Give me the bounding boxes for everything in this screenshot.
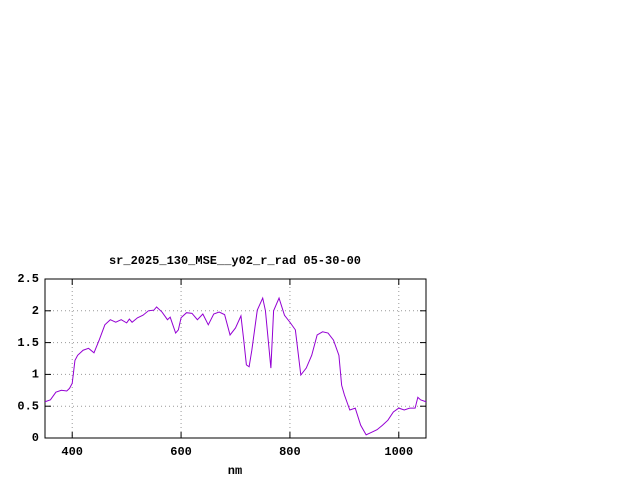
y-tick-label: 0 [32,431,39,445]
x-axis-label: nm [228,464,242,478]
plot-frame [44,278,427,439]
chart-title: sr_2025_130_MSE__y02_r_rad 05-30-00 [109,254,361,268]
x-tick-label: 400 [61,445,83,459]
x-tick-label: 600 [170,445,192,459]
y-tick-label: 1.5 [17,336,39,350]
x-tick-label: 800 [279,445,301,459]
y-tick-label: 0.5 [17,399,39,413]
y-tick-label: 1 [32,368,39,382]
y-tick-label: 2 [32,304,39,318]
data-line [44,296,427,436]
x-tick-label: 1000 [384,445,413,459]
y-tick-label: 2.5 [17,272,39,286]
